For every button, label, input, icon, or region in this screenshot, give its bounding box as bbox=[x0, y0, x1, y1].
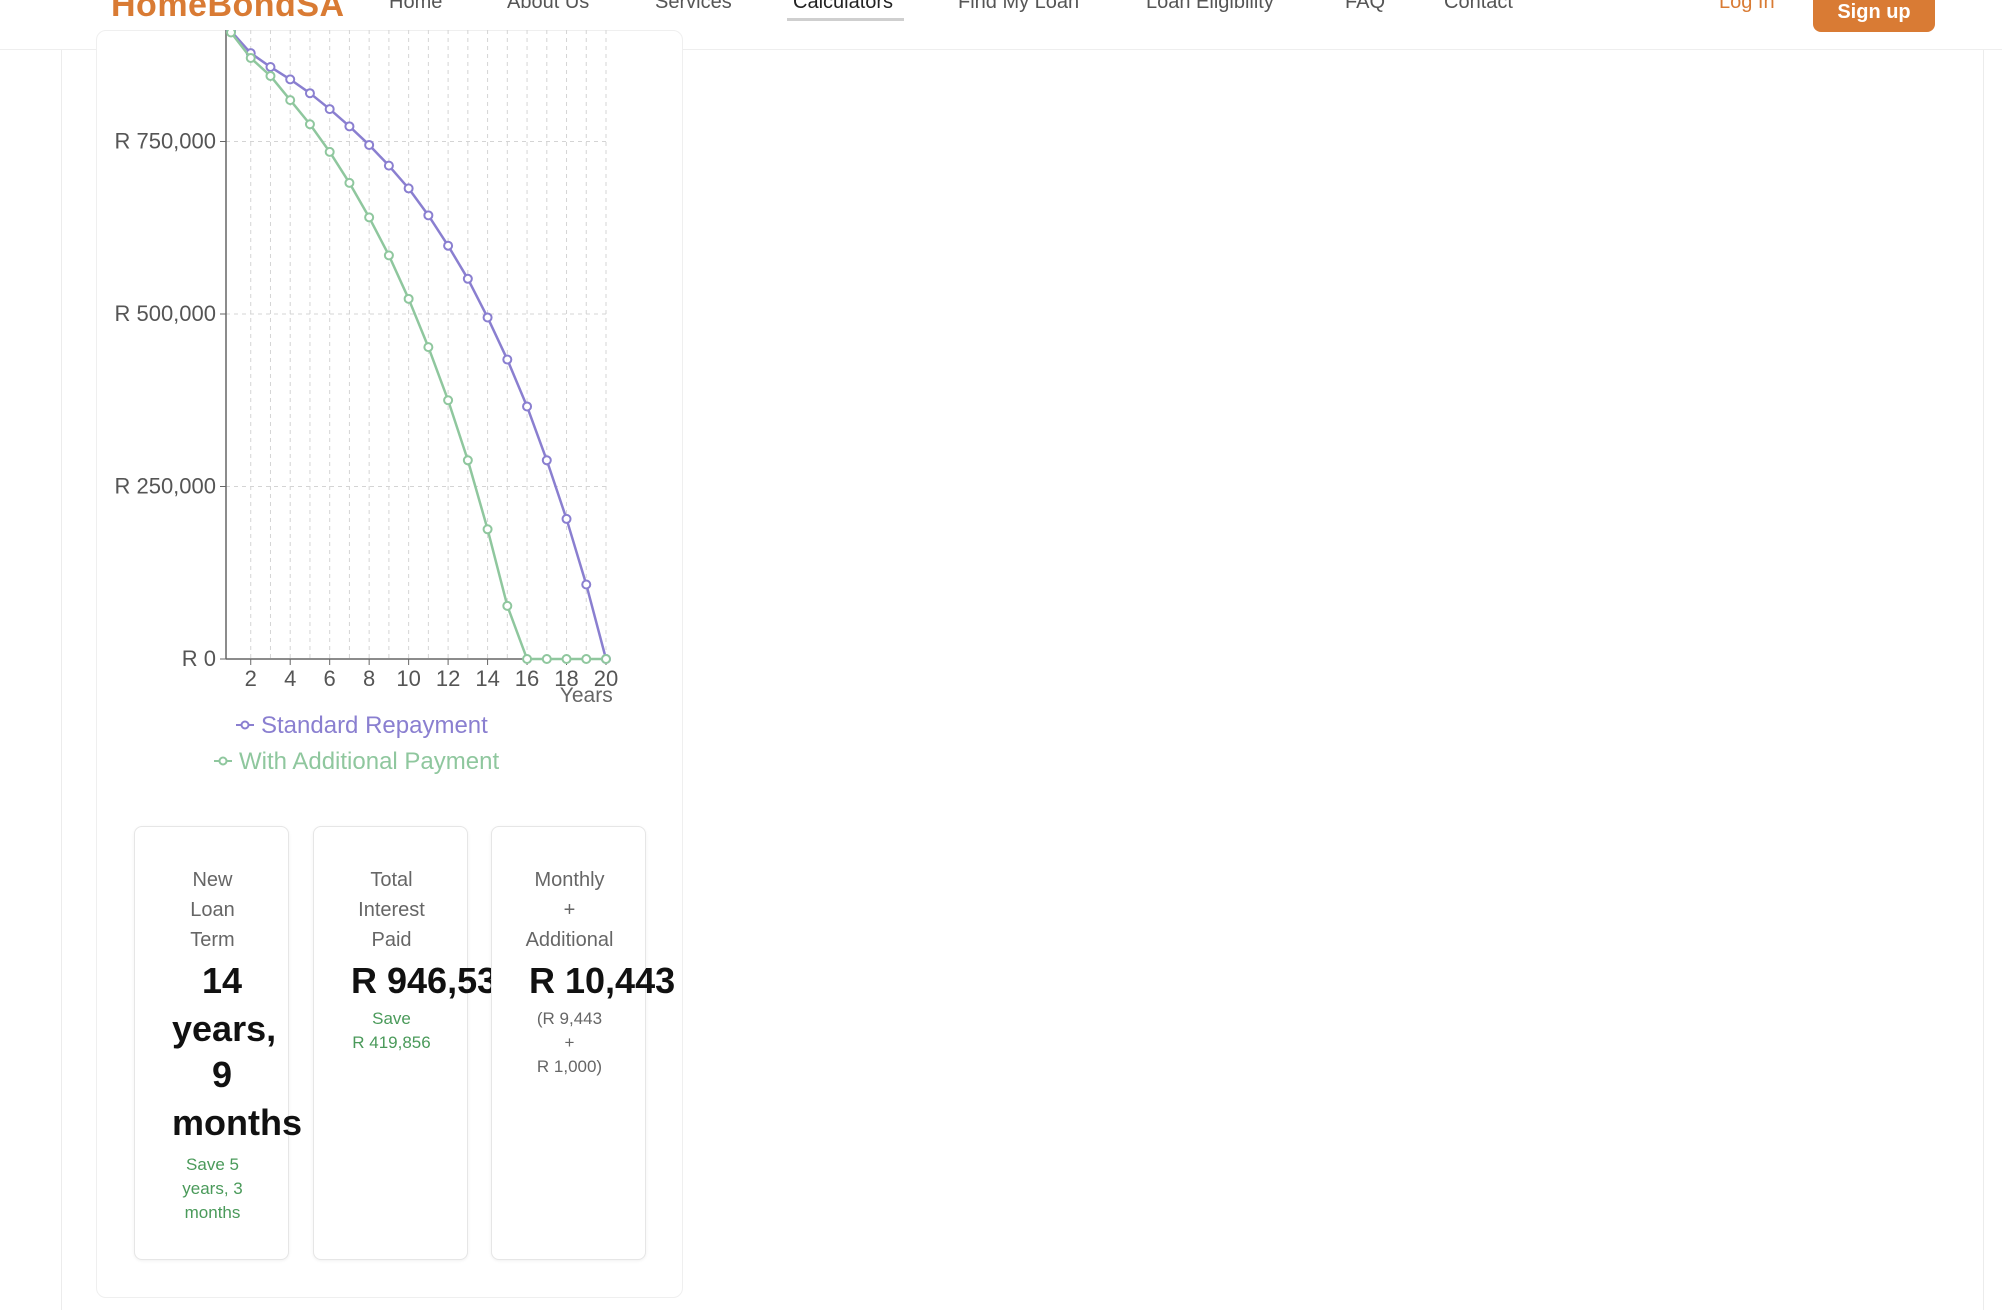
data-point bbox=[265, 61, 276, 72]
data-point bbox=[285, 74, 296, 85]
data-point bbox=[403, 183, 414, 194]
x-tick-label: 10 bbox=[396, 666, 420, 691]
data-point bbox=[462, 455, 473, 466]
x-tick-label: 12 bbox=[436, 666, 460, 691]
x-axis-label: Years bbox=[560, 684, 613, 707]
data-point bbox=[502, 600, 513, 611]
data-point bbox=[462, 273, 473, 284]
stat-value-monthly-additional: R 10,443 bbox=[529, 960, 676, 1001]
nav-about-us[interactable]: About Us bbox=[507, 0, 590, 13]
stat-card-total-interest: Total Interest Paid R 946,53 Save R 419,… bbox=[313, 826, 497, 1260]
data-point bbox=[304, 119, 315, 130]
data-point bbox=[581, 579, 592, 590]
stat-value-nine: 9 bbox=[211, 1054, 233, 1095]
stat-card-new-loan-term: New Loan Term 14 years, 9 months Save 5 … bbox=[134, 826, 302, 1260]
nav-faq[interactable]: FAQ bbox=[1345, 0, 1386, 13]
x-tick-label: 16 bbox=[515, 666, 539, 691]
stat-label-total-interest: Total Interest Paid bbox=[358, 869, 425, 951]
data-point bbox=[561, 654, 572, 664]
data-point bbox=[324, 146, 335, 157]
stat-value-new-loan-term: 14 bbox=[201, 960, 243, 1001]
x-tick-label: 20 bbox=[594, 666, 618, 691]
signup-button[interactable]: Sign up bbox=[1813, 0, 1935, 32]
series-line-standard bbox=[230, 30, 608, 660]
data-point bbox=[383, 160, 394, 171]
stat-note-interest-savings: Save R 419,856 bbox=[352, 1009, 431, 1052]
legend-label[interactable]: Standard Repayment bbox=[261, 712, 488, 739]
nav-contact[interactable]: Contact bbox=[1444, 0, 1513, 13]
data-point bbox=[561, 513, 572, 524]
y-tick-label: R 250,000 bbox=[114, 474, 216, 499]
x-tick-label: 6 bbox=[324, 666, 336, 691]
x-tick-label: 18 bbox=[554, 666, 578, 691]
data-point bbox=[364, 212, 375, 223]
data-point bbox=[344, 177, 355, 188]
x-tick-label: 8 bbox=[363, 666, 375, 691]
loan-balance-chart: R 0 R 250,000 R 500,000 R 750,000 2 4 6 8 10 12 14… bbox=[114, 30, 618, 775]
x-tick-label: 2 bbox=[245, 666, 257, 691]
legend-marker[interactable] bbox=[240, 720, 250, 730]
data-point bbox=[522, 654, 533, 664]
data-point bbox=[423, 342, 434, 353]
nav-loan-eligibility[interactable]: Loan Eligibility bbox=[1146, 0, 1274, 13]
nav-calculators[interactable]: Calculators bbox=[793, 0, 894, 13]
nav-find-my-loan[interactable]: Find My Loan bbox=[958, 0, 1080, 13]
nav-services[interactable]: Services bbox=[655, 0, 732, 13]
data-point bbox=[541, 455, 552, 466]
legend-label[interactable]: With Additional Payment bbox=[239, 748, 499, 775]
x-tick-label: 14 bbox=[475, 666, 499, 691]
stat-label-monthly-additional: Monthly + Additional bbox=[525, 869, 614, 951]
login-link[interactable]: Log In bbox=[1719, 0, 1775, 13]
data-point bbox=[443, 240, 454, 251]
data-point bbox=[285, 95, 296, 106]
data-point bbox=[522, 401, 533, 412]
data-point bbox=[226, 30, 236, 38]
data-point bbox=[502, 354, 513, 365]
stat-value-total-interest: R 946,53 bbox=[351, 960, 498, 1001]
data-point bbox=[423, 210, 434, 221]
data-point bbox=[403, 293, 414, 304]
data-point bbox=[383, 250, 394, 261]
stat-label-new-loan-term: New Loan Term bbox=[190, 869, 235, 951]
y-tick-label: R 0 bbox=[182, 646, 216, 671]
data-point bbox=[265, 70, 276, 81]
data-point bbox=[601, 654, 611, 664]
data-point bbox=[304, 88, 315, 99]
stat-note-term-savings: Save 5 years, 3 months bbox=[182, 1155, 243, 1222]
legend-marker[interactable] bbox=[218, 756, 228, 766]
active-nav-indicator bbox=[787, 18, 904, 21]
y-tick-label: R 750,000 bbox=[114, 129, 216, 154]
data-point bbox=[245, 53, 256, 64]
data-point bbox=[364, 139, 375, 150]
series-line-additional bbox=[230, 31, 606, 661]
data-point bbox=[482, 524, 493, 535]
data-point bbox=[324, 104, 335, 115]
stat-value-months: months bbox=[172, 1102, 302, 1143]
page-container bbox=[61, 50, 1984, 1310]
y-tick-label: R 500,000 bbox=[114, 301, 216, 326]
data-point bbox=[581, 654, 592, 664]
nav-home[interactable]: Home bbox=[389, 0, 443, 13]
brand-logo[interactable]: HomeBondSA bbox=[111, 0, 345, 24]
data-point bbox=[344, 121, 355, 132]
data-point bbox=[482, 312, 493, 323]
data-point bbox=[443, 395, 454, 406]
data-point bbox=[541, 654, 552, 664]
stat-value-years: years, bbox=[172, 1008, 277, 1049]
x-tick-label: 4 bbox=[284, 666, 296, 691]
stat-note-payment-breakdown: (R 9,443 + R 1,000) bbox=[536, 1009, 603, 1076]
stat-card-monthly-additional: Monthly + Additional R 10,443 (R 9,443 +… bbox=[491, 826, 675, 1260]
